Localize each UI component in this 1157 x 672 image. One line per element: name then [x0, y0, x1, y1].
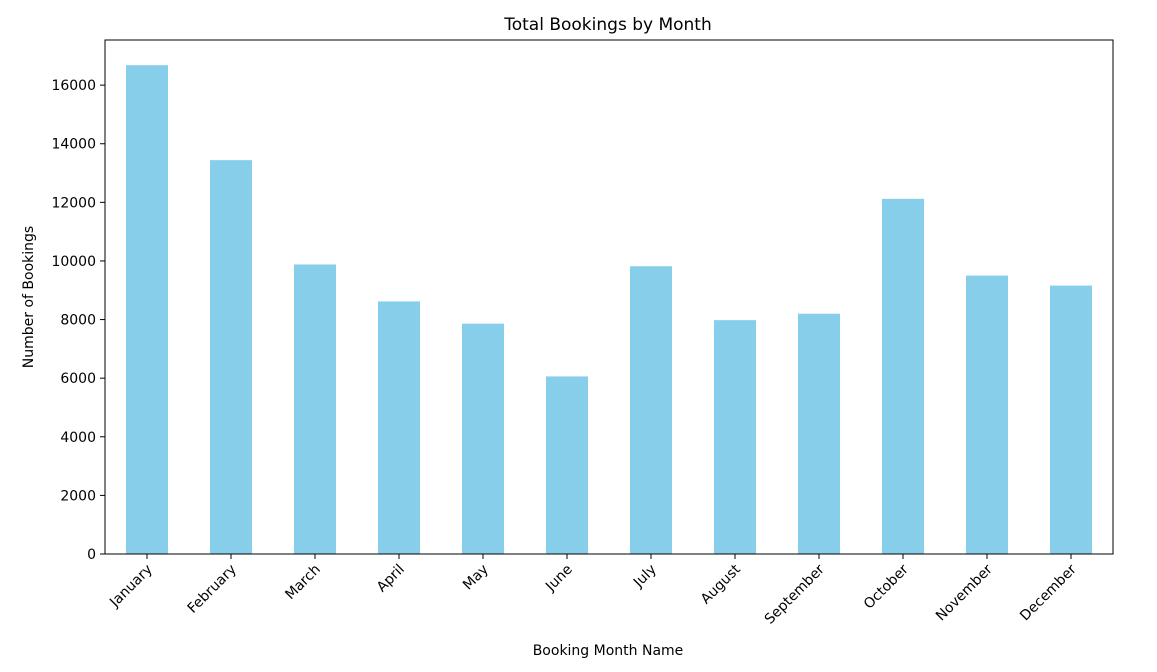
- bar-august: [714, 320, 756, 554]
- bar-april: [378, 301, 420, 554]
- bar-september: [798, 313, 840, 554]
- bars-group: [126, 65, 1092, 554]
- x-axis-title: Booking Month Name: [533, 643, 684, 659]
- bar-march: [294, 264, 336, 554]
- y-tick-label: 2000: [60, 488, 96, 504]
- y-tick-label: 6000: [60, 371, 96, 387]
- y-axis: 0 2000 4000 6000 8000 10000 12000 14000 16000: [51, 78, 105, 563]
- chart-title: Total Bookings by Month: [503, 15, 712, 35]
- y-tick-label: 12000: [51, 195, 96, 211]
- y-tick-label: 10000: [51, 254, 96, 270]
- bar-december: [1050, 285, 1092, 554]
- y-tick-label: 8000: [60, 313, 96, 329]
- bar-october: [882, 198, 924, 554]
- y-tick-label: 0: [87, 547, 96, 563]
- y-tick-label: 4000: [60, 430, 96, 446]
- bar-january: [126, 65, 168, 554]
- bar-november: [966, 275, 1008, 554]
- bar-may: [462, 323, 504, 554]
- y-tick-label: 16000: [51, 78, 96, 94]
- bar-february: [210, 160, 252, 554]
- y-tick-label: 14000: [51, 137, 96, 153]
- plot-frame: [104, 39, 1114, 555]
- bar-july: [630, 266, 672, 554]
- bar-june: [546, 376, 588, 554]
- y-axis-title: Number of Bookings: [21, 226, 37, 368]
